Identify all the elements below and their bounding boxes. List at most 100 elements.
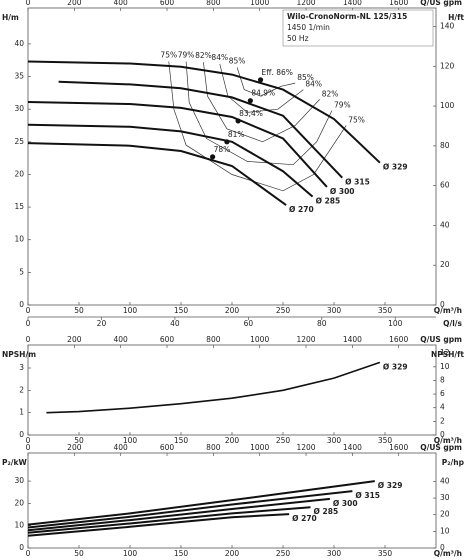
y2-tick-label: 30 (440, 493, 450, 502)
curve (46, 361, 381, 414)
x2-tick-label: 0 (26, 443, 31, 452)
x2-tick-label: 400 (114, 443, 129, 452)
y-tick-label: 25 (14, 137, 24, 146)
bep-point (224, 139, 230, 145)
x2-tick-label: 400 (114, 0, 129, 7)
y-axis-title: NPSH/m (2, 350, 36, 359)
y-tick-label: 3 (19, 363, 24, 372)
x2-tick-label: 1400 (343, 335, 362, 344)
x2-tick-label: 1600 (389, 443, 408, 452)
y-tick-label: 2 (19, 385, 24, 394)
x3-tick-label: 40 (170, 319, 180, 328)
x3-tick-label: 60 (244, 319, 254, 328)
y-tick-label: 10 (14, 521, 24, 530)
y2-axis-title: P₂/hp (442, 458, 465, 467)
curve-label: Ø 315 (355, 491, 380, 500)
y-tick-label: 15 (14, 202, 24, 211)
iso-efficiency-curve (219, 64, 304, 113)
x3-tick-label: 0 (26, 319, 31, 328)
y-tick-label: 10 (14, 235, 24, 244)
x-tick-label: 350 (378, 549, 393, 558)
x2-tick-label: 1200 (296, 335, 315, 344)
x-tick-label: 150 (174, 306, 189, 315)
x2-tick-label: 800 (206, 443, 221, 452)
x2-tick-label: 800 (206, 0, 221, 7)
y2-tick-label: 0 (440, 430, 445, 439)
x2-tick-label: 0 (26, 0, 31, 7)
y-axis-title: H/m (2, 13, 19, 22)
x2-tick-label: 1200 (296, 0, 315, 7)
y-tick-label: 35 (14, 72, 24, 81)
iso-efficiency-curve (185, 61, 333, 166)
y2-tick-label: 60 (440, 181, 450, 190)
x-tick-label: 0 (26, 436, 31, 445)
y-tick-label: 20 (14, 169, 24, 178)
bep-label: 83,4% (239, 109, 263, 118)
iso-efficiency-label: 79% (178, 51, 195, 60)
y2-tick-label: 20 (440, 260, 450, 269)
curve-label: Ø 300 (333, 499, 358, 508)
x-tick-label: 50 (74, 306, 84, 315)
curve (27, 490, 353, 529)
x-tick-label: 100 (123, 549, 138, 558)
x-tick-label: 350 (378, 436, 393, 445)
y-tick-label: 30 (14, 104, 24, 113)
iso-efficiency-label: 79% (334, 100, 351, 109)
y2-tick-label: 6 (440, 389, 445, 398)
x3-tick-label: 80 (317, 319, 327, 328)
x2-tick-label: 600 (160, 443, 175, 452)
x-tick-label: 150 (174, 436, 189, 445)
x2-tick-label: 1400 (343, 443, 362, 452)
y-tick-label: 0 (19, 430, 24, 439)
curve (27, 497, 331, 532)
y-tick-label: 30 (14, 476, 24, 485)
x2-tick-label: 400 (114, 335, 129, 344)
x-tick-label: 300 (327, 549, 342, 558)
x2-tick-label: 1600 (389, 0, 408, 7)
x-axis-title: Q/m³/h (434, 549, 462, 558)
x-tick-label: 300 (327, 436, 342, 445)
x2-tick-label: 1000 (250, 443, 269, 452)
iso-efficiency-label: 85% (297, 73, 314, 82)
curve (58, 80, 343, 179)
y-axis-title: P₂/kW (2, 458, 28, 467)
info-text: 50 Hz (287, 34, 309, 43)
curve-label: Ø 329 (378, 481, 403, 490)
y2-tick-label: 10 (440, 362, 450, 371)
iso-efficiency-label: 84% (211, 53, 228, 62)
x2-tick-label: 600 (160, 0, 175, 7)
x-tick-label: 100 (123, 436, 138, 445)
iso-efficiency-label: 85% (229, 56, 246, 65)
curve (27, 142, 287, 206)
x-tick-label: 200 (225, 436, 240, 445)
y2-tick-label: 2 (440, 416, 445, 425)
x2-tick-label: 800 (206, 335, 221, 344)
x-tick-label: 250 (276, 549, 291, 558)
y-tick-label: 40 (14, 39, 24, 48)
bep-point (235, 118, 241, 124)
x2-tick-label: 1600 (389, 335, 408, 344)
x3-tick-label: 20 (97, 319, 107, 328)
curve (27, 123, 314, 198)
iso-efficiency-curve (236, 67, 296, 97)
curve-label: Ø 300 (330, 187, 355, 196)
y2-tick-label: 40 (440, 220, 450, 229)
x2-tick-label: 0 (26, 335, 31, 344)
curve-label: Ø 315 (345, 178, 370, 187)
bep-label: 84,9% (251, 89, 275, 98)
y2-tick-label: 120 (440, 61, 455, 70)
y-tick-label: 0 (19, 300, 24, 309)
y2-tick-label: 40 (440, 476, 450, 485)
x2-tick-label: 1400 (343, 0, 362, 7)
y2-tick-label: 4 (440, 403, 445, 412)
y2-tick-label: 8 (440, 375, 445, 384)
curve-label: Ø 285 (316, 197, 341, 206)
x-tick-label: 250 (276, 306, 291, 315)
x2-tick-label: 1200 (296, 443, 315, 452)
bep-point (210, 154, 216, 160)
iso-efficiency-curve (203, 62, 320, 143)
curve-label: Ø 329 (383, 163, 408, 172)
iso-efficiency-label: 82% (195, 51, 212, 60)
bep-label: 78% (214, 145, 231, 154)
